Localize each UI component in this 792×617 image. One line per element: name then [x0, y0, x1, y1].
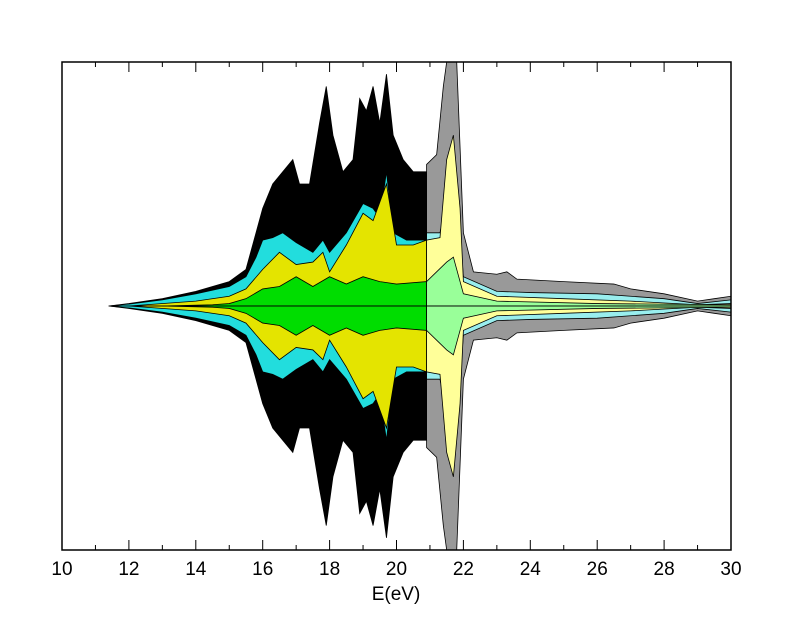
area-lower — [426, 305, 731, 550]
x-tick-label: 20 — [386, 559, 407, 580]
x-tick-label: 10 — [51, 559, 72, 580]
area-upper — [128, 182, 428, 307]
area-upper — [426, 256, 731, 307]
x-tick-label: 16 — [252, 559, 273, 580]
area-upper — [426, 62, 731, 307]
area-lower — [128, 305, 428, 430]
x-tick-label: 24 — [520, 559, 542, 580]
area-upper — [162, 276, 428, 307]
x-tick-label: 12 — [118, 559, 139, 580]
x-tick-label: 30 — [720, 559, 741, 580]
x-tick-label: 18 — [319, 559, 340, 580]
area-lower — [162, 305, 428, 336]
x-axis-label: E(eV) — [372, 584, 421, 605]
x-tick-label: 28 — [654, 559, 675, 580]
x-tick-label: 26 — [587, 559, 608, 580]
x-tick-label: 14 — [185, 559, 207, 580]
area-lower — [426, 305, 731, 356]
x-tick-label: 22 — [453, 559, 474, 580]
plot-area — [108, 62, 731, 550]
